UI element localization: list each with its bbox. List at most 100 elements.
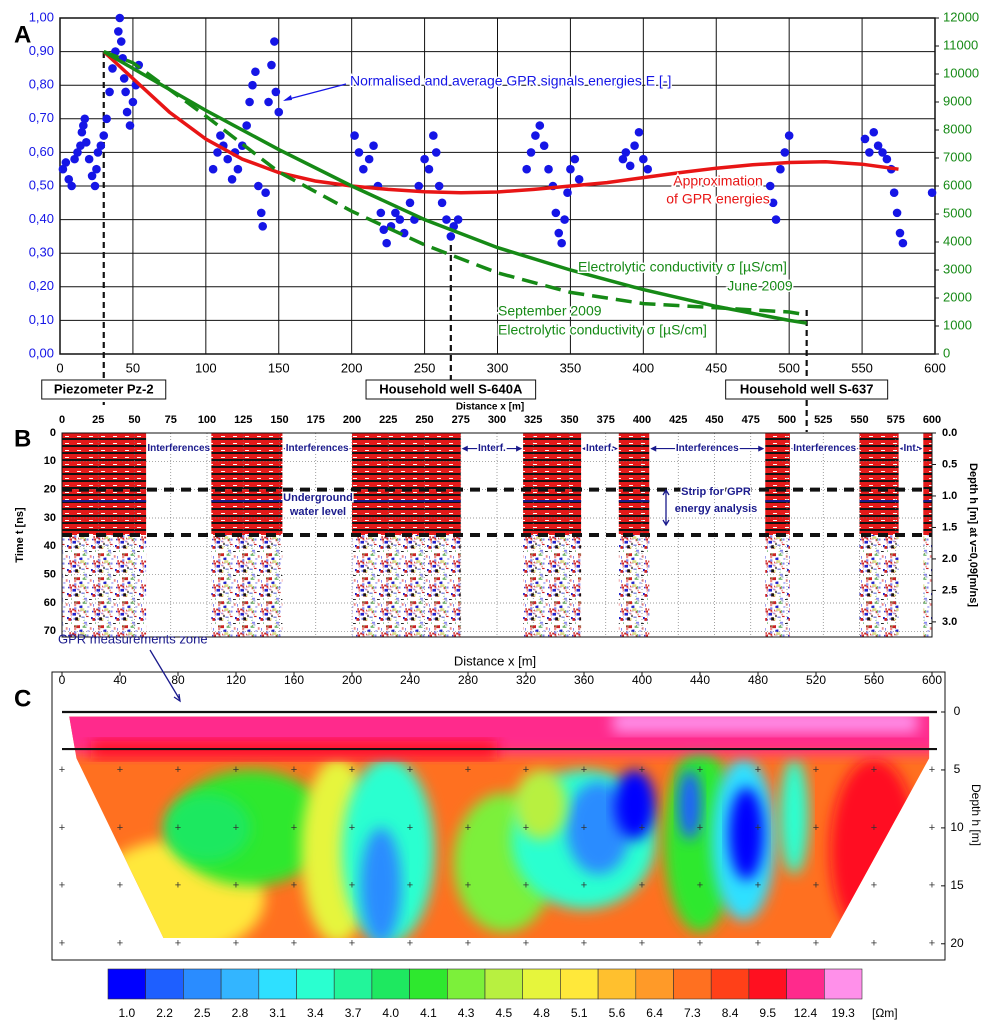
grid-cross: + [639, 938, 645, 950]
data-point [544, 165, 553, 174]
data-point [355, 148, 364, 157]
data-point [540, 141, 549, 150]
data-point [435, 182, 444, 191]
colorbar-label: 2.5 [194, 1006, 211, 1020]
panel-label: C [14, 685, 31, 712]
grid-cross: + [871, 880, 877, 892]
grid-cross: + [233, 822, 239, 834]
colorbar-box [598, 969, 636, 999]
data-point [92, 165, 101, 174]
x-tick-label: 100 [195, 360, 217, 375]
colorbar-box [711, 969, 749, 999]
grid-cross: + [929, 764, 935, 776]
grid-cross: + [581, 880, 587, 892]
colorbar-box [636, 969, 674, 999]
data-point [80, 115, 89, 124]
y2-tick-label: 0.0 [942, 427, 957, 439]
data-point [535, 121, 544, 130]
y-tick-label: 40 [44, 540, 56, 552]
grid-cross: + [871, 764, 877, 776]
x-tick-label: 400 [632, 673, 652, 687]
y2-tick-label: 3.0 [942, 616, 957, 628]
gpr-section-top [765, 433, 790, 535]
y2-tick-label: 7000 [943, 149, 972, 164]
data-point [365, 155, 374, 164]
colorbar-box [108, 969, 146, 999]
grid-cross: + [697, 764, 703, 776]
data-point [377, 209, 386, 218]
data-point [414, 182, 423, 191]
colorbar-box [146, 969, 184, 999]
grid-cross: + [407, 880, 413, 892]
grid-cross: + [639, 822, 645, 834]
data-point [622, 148, 631, 157]
y-tick-label: 5 [954, 762, 961, 776]
x-tick-label: 250 [414, 360, 436, 375]
data-point [121, 88, 130, 97]
y2-tick-label: 2000 [943, 289, 972, 304]
data-point [454, 215, 463, 224]
x-tick-label: 375 [597, 414, 615, 426]
gap-label: Int. [903, 443, 918, 454]
annotation-arrow [285, 84, 346, 100]
grid-cross: + [175, 938, 181, 950]
gpr-section-bottom [62, 535, 146, 637]
gap-label: Interf. [478, 443, 506, 454]
data-point [209, 165, 218, 174]
y-tick-label: 0,40 [29, 211, 54, 226]
colorbar-label: 2.2 [156, 1006, 173, 1020]
x-tick-label: 200 [342, 673, 362, 687]
data-point [216, 131, 225, 140]
grid-cross: + [465, 764, 471, 776]
data-point [261, 188, 270, 197]
data-point [772, 215, 781, 224]
well-label: Piezometer Pz-2 [54, 381, 154, 396]
y2-tick-label: 4000 [943, 233, 972, 248]
x-tick-label: 480 [748, 673, 768, 687]
grid-cross: + [407, 764, 413, 776]
grid-cross: + [639, 880, 645, 892]
x-axis-title: Distance x [m] [456, 402, 524, 413]
contour-blob [831, 758, 918, 944]
y-tick-label: 0,80 [29, 77, 54, 92]
grid-cross: + [117, 822, 123, 834]
x-tick-label: 50 [128, 414, 140, 426]
x-tick-label: 450 [705, 360, 727, 375]
data-point [257, 209, 266, 218]
gpr-section-top [923, 433, 932, 535]
data-point [893, 209, 902, 218]
well-label: Household well S-637 [740, 381, 874, 396]
grid-cross: + [349, 764, 355, 776]
x-tick-label: 40 [113, 673, 127, 687]
annotation: Approximation [673, 173, 763, 189]
y-tick-label: 0,20 [29, 278, 54, 293]
y2-tick-label: 5000 [943, 205, 972, 220]
colorbar-label: 3.1 [269, 1006, 286, 1020]
data-point [123, 108, 132, 117]
data-point [117, 37, 126, 46]
data-point [447, 232, 456, 241]
x-tick-label: 125 [234, 414, 252, 426]
x-tick-label: 325 [524, 414, 542, 426]
y-tick-label: 70 [44, 625, 56, 637]
gpr-section-top [352, 433, 461, 535]
colorbar-box [787, 969, 825, 999]
colorbar-box [824, 969, 862, 999]
data-point [531, 131, 540, 140]
colorbar-box [297, 969, 335, 999]
data-point [270, 37, 279, 46]
colorbar-label: 4.5 [496, 1006, 513, 1020]
grid-cross: + [117, 764, 123, 776]
gpr-section-top [62, 433, 146, 535]
data-point [420, 155, 429, 164]
gpr-section-top [523, 433, 581, 535]
y-tick-label: 30 [44, 512, 56, 524]
data-point [896, 229, 905, 238]
x-tick-label: 600 [924, 360, 946, 375]
data-point [429, 131, 438, 140]
data-point [254, 182, 263, 191]
y2-tick-label: 1000 [943, 317, 972, 332]
grid-cross: + [813, 764, 819, 776]
gpr-section-bottom [211, 535, 282, 637]
data-point [890, 188, 899, 197]
